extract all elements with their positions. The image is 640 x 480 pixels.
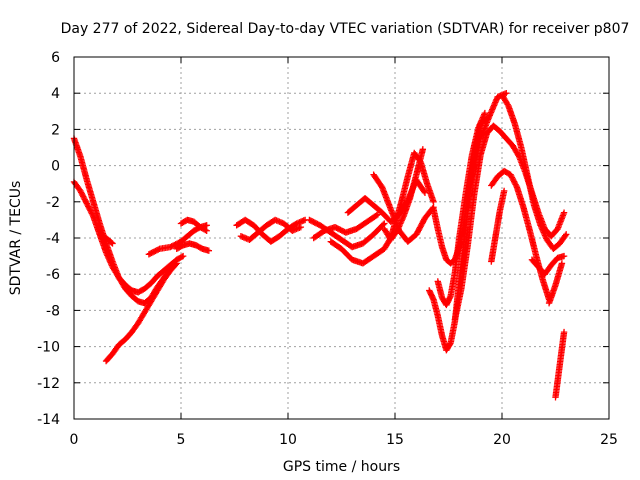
y-tick-label: -6 <box>46 267 60 283</box>
y-tick-label: -10 <box>37 340 60 356</box>
data-point-marker <box>511 179 519 187</box>
data-point-marker <box>373 212 380 219</box>
data-point-marker <box>82 199 90 206</box>
data-point-marker <box>421 189 429 196</box>
data-point-marker <box>172 261 180 268</box>
data-point-marker <box>173 260 180 267</box>
data-point-marker <box>507 171 514 178</box>
y-tick-label: -12 <box>37 376 60 392</box>
data-point-marker <box>85 204 93 212</box>
data-point-marker <box>77 187 84 195</box>
series-track-y <box>528 252 568 278</box>
data-point-marker <box>500 187 508 195</box>
data-point-marker <box>108 239 115 246</box>
y-tick-label: 6 <box>51 50 60 66</box>
data-point-marker <box>78 190 86 197</box>
axis-ticks: 0 5 10 15 20 25 -14 -12 -10 -8 -6 -4 -2 0 2 4 6 <box>37 50 618 448</box>
y-tick-label: -2 <box>46 195 60 211</box>
data-point-marker <box>86 206 93 213</box>
plot-frame <box>73 56 610 420</box>
data-point-marker <box>203 227 210 234</box>
y-tick-label: -14 <box>37 412 60 428</box>
x-tick-label: 15 <box>386 432 404 448</box>
data-point-marker <box>380 221 387 228</box>
data-point-marker <box>508 172 515 180</box>
y-tick-label: -4 <box>46 231 60 247</box>
data-point-marker <box>515 151 522 159</box>
data-point-marker <box>77 189 85 196</box>
data-point-marker <box>562 232 569 239</box>
series-track-r <box>434 109 489 309</box>
data-point-marker <box>512 181 519 188</box>
data-point-marker <box>109 240 116 247</box>
data-point-marker <box>179 252 187 260</box>
data-point-marker <box>205 247 213 254</box>
data-point-marker <box>560 252 568 260</box>
data-point-marker <box>560 328 568 336</box>
series-track-s <box>451 122 516 323</box>
series-track-x <box>488 187 508 265</box>
chart-title: Day 277 of 2022, Sidereal Day-to-day VTE… <box>61 21 630 37</box>
x-tick-label: 0 <box>70 432 79 448</box>
data-point-marker <box>430 198 437 205</box>
data-point-marker <box>80 193 87 200</box>
data-points <box>70 90 570 401</box>
data-point-marker <box>481 109 489 117</box>
y-tick-label: 0 <box>51 159 60 175</box>
x-tick-label: 25 <box>600 432 618 448</box>
series-track-o <box>381 146 427 244</box>
data-point-marker <box>84 201 91 209</box>
data-point-marker <box>513 182 520 190</box>
series-track-j <box>306 216 388 251</box>
series-track-c <box>102 260 180 365</box>
x-axis-label: GPS time / hours <box>283 459 400 475</box>
data-point-marker <box>509 175 516 183</box>
series-track-u <box>509 142 568 240</box>
data-point-marker <box>81 196 88 203</box>
data-point-marker <box>83 200 91 207</box>
data-point-marker <box>79 191 86 199</box>
series-track-f <box>173 240 213 254</box>
series-track-i <box>237 216 305 244</box>
y-axis-label: SDTVAR / TECUs <box>8 181 24 296</box>
series-track-d <box>96 231 116 247</box>
data-point-marker <box>420 188 428 195</box>
data-point-marker <box>560 209 568 216</box>
y-tick-label: 2 <box>51 122 60 138</box>
data-point-marker <box>80 194 88 202</box>
data-point-marker <box>89 211 96 219</box>
data-point-marker <box>88 210 96 217</box>
data-point-marker <box>203 222 210 229</box>
series-track-k <box>310 211 382 242</box>
data-point-marker <box>508 174 516 181</box>
data-point-marker <box>510 178 518 185</box>
series-track-b <box>70 178 187 296</box>
x-tick-label: 10 <box>279 432 297 448</box>
data-point-marker <box>87 207 94 214</box>
data-point-marker <box>178 253 186 261</box>
data-point-marker <box>510 177 517 184</box>
data-point-marker <box>381 220 388 227</box>
data-point-marker <box>503 90 510 97</box>
series-track-g <box>177 216 210 234</box>
data-point-marker <box>374 211 382 218</box>
data-point-marker <box>419 146 427 153</box>
data-point-marker <box>87 208 95 216</box>
series-track-w <box>545 260 566 307</box>
series-track-n <box>370 171 437 245</box>
data-point-marker <box>82 197 89 204</box>
y-tick-label: 4 <box>51 86 60 102</box>
data-point-marker <box>155 246 162 253</box>
series-track-z <box>552 328 568 401</box>
y-tick-label: -8 <box>46 303 60 319</box>
data-point-marker <box>563 231 570 238</box>
data-point-marker <box>558 260 566 267</box>
data-point-marker <box>202 226 209 234</box>
data-point-marker <box>85 203 92 210</box>
data-point-marker <box>297 223 305 231</box>
x-tick-label: 20 <box>493 432 511 448</box>
x-tick-label: 5 <box>177 432 186 448</box>
